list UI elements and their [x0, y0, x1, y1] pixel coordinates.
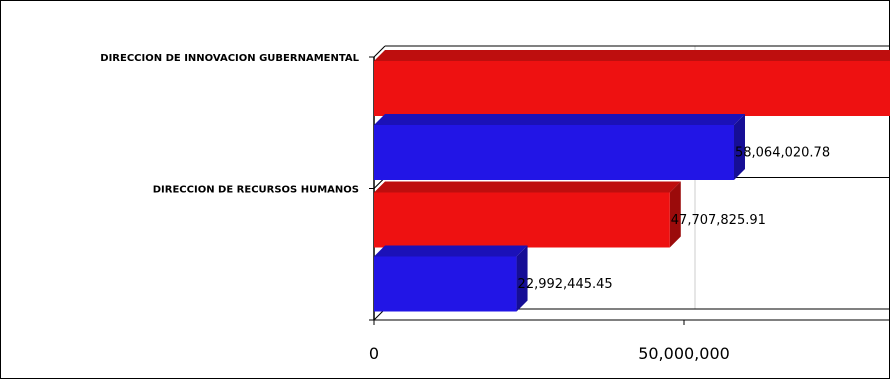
bar	[374, 125, 734, 180]
bar-side-face	[733, 114, 745, 180]
data-label: 58,064,020.78	[735, 146, 830, 161]
data-label: 22,992,445.45	[518, 277, 613, 292]
x-tick-label: 50,000,000	[638, 344, 730, 363]
category-edge	[373, 45, 386, 58]
bar-top-face	[374, 245, 528, 257]
bar	[374, 192, 670, 248]
bar	[374, 61, 890, 116]
x-tick-label: 0	[369, 344, 379, 363]
bar-side-face	[516, 245, 528, 312]
category-label: DIRECCION DE INNOVACION GUBERNAMENTAL	[100, 53, 359, 64]
bar-top-face	[374, 181, 681, 193]
category-label: DIRECCION DE RECURSOS HUMANOS	[153, 185, 359, 196]
bar-top-face	[374, 114, 745, 125]
data-label: 47,707,825.91	[671, 213, 766, 228]
bar-top-face	[374, 50, 890, 61]
bar	[374, 256, 517, 312]
bar-side-face	[669, 181, 681, 248]
